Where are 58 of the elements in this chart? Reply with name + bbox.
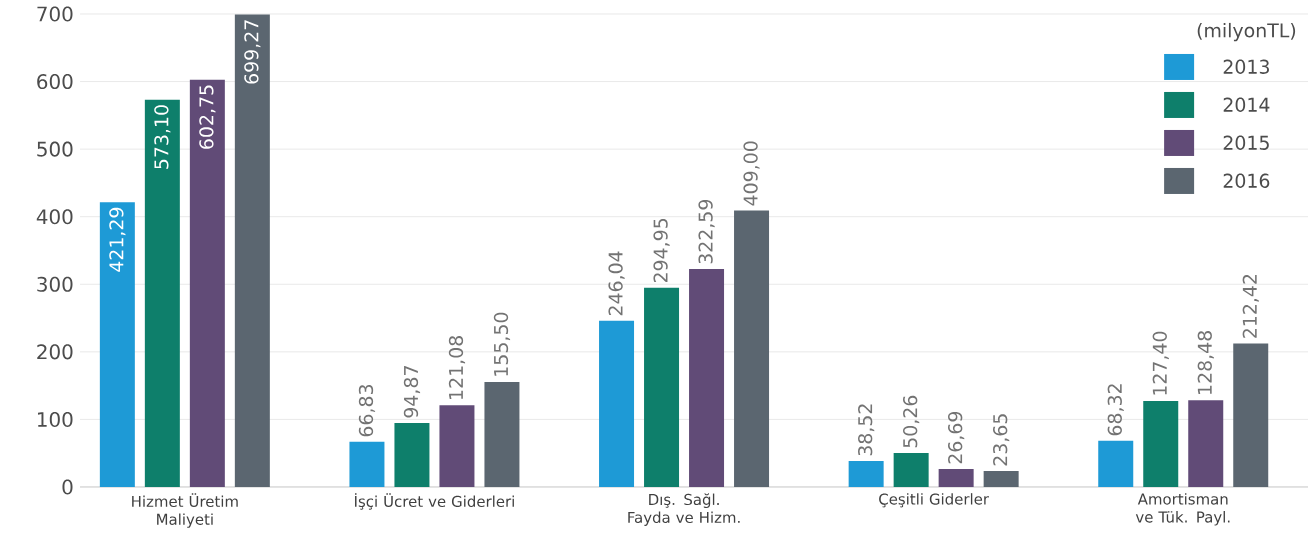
legend-label: 2013	[1223, 59, 1269, 74]
data-label: 322,59	[698, 199, 715, 264]
data-label: 294,95	[653, 218, 670, 283]
data-label: 23,65	[993, 414, 1010, 466]
x-tick-label: Amortisman ve Tük. Payl.	[1135, 493, 1230, 526]
bar	[848, 460, 884, 487]
bar	[689, 269, 725, 487]
bar	[439, 405, 475, 487]
y-tick-label: 600	[37, 74, 73, 90]
y-tick-label: 700	[37, 6, 73, 22]
bar	[644, 287, 680, 487]
data-label: 127,40	[1152, 331, 1169, 395]
legend-title: (milyonTL)	[1197, 22, 1296, 42]
data-label: 68,32	[1107, 384, 1124, 436]
bar	[1098, 440, 1134, 487]
data-label: 602,75	[199, 85, 216, 149]
x-tick-label: Çeşitli Giderler	[879, 493, 990, 508]
data-label: 699,27	[244, 20, 261, 84]
bar	[938, 468, 974, 487]
data-label: 246,04	[608, 251, 625, 316]
bar	[189, 79, 225, 487]
data-label: 121,08	[448, 336, 466, 399]
y-tick-label: 400	[36, 209, 73, 225]
data-label: 212,42	[1242, 274, 1259, 338]
bar	[983, 471, 1019, 487]
bar	[394, 422, 430, 487]
bar	[1188, 400, 1224, 487]
bar	[734, 210, 770, 487]
bar	[234, 14, 270, 487]
data-label: 38,52	[858, 404, 875, 456]
data-label: 26,69	[948, 411, 965, 464]
bar	[1233, 343, 1269, 487]
y-tick-label: 300	[37, 276, 73, 292]
data-label: 421,29	[109, 207, 126, 272]
bar	[484, 381, 520, 487]
y-tick-label: 200	[37, 344, 73, 360]
bar	[99, 202, 135, 487]
bar	[144, 99, 180, 487]
bar	[599, 320, 635, 487]
legend-label: 2014	[1223, 97, 1270, 112]
y-tick-label: 0	[62, 479, 73, 495]
legend-label: 2015	[1223, 135, 1269, 150]
y-tick-label: 100	[38, 411, 73, 427]
data-label: 155,50	[493, 312, 511, 376]
data-label: 409,00	[743, 141, 760, 206]
data-label: 94,87	[403, 366, 421, 418]
legend-label: 2016	[1223, 173, 1270, 188]
x-tick-label: Dış. Sağl. Fayda ve Hizm.	[628, 493, 740, 526]
bar	[349, 441, 385, 487]
bar	[893, 453, 929, 487]
x-tick-label: Hizmet Üretim Maliyeti	[132, 493, 238, 528]
x-tick-label: İşçi Ücret ve Giderleri	[355, 493, 514, 510]
data-label: 66,83	[358, 384, 376, 437]
bar	[1143, 400, 1179, 487]
data-label: 573,10	[154, 105, 171, 169]
data-label: 50,26	[903, 395, 920, 448]
y-tick-label: 500	[37, 141, 73, 157]
data-label: 128,48	[1197, 331, 1214, 394]
